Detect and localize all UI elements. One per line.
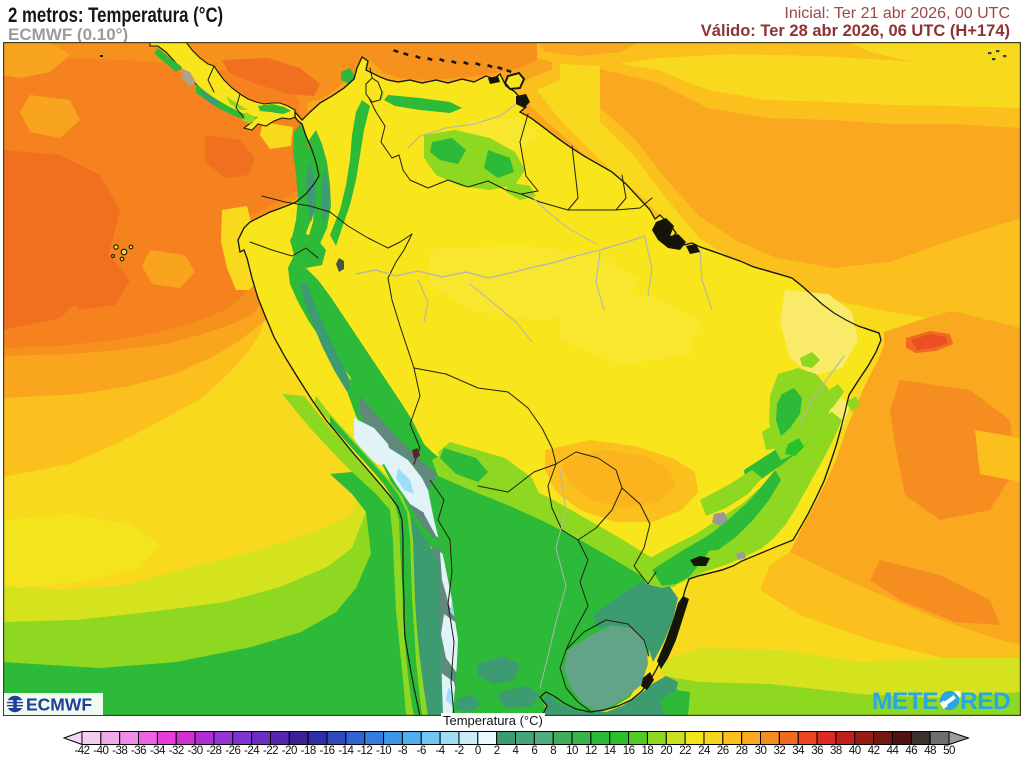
svg-text:RED: RED <box>960 688 1010 714</box>
svg-text:METE: METE <box>872 688 938 714</box>
svg-text:ECMWF: ECMWF <box>26 695 92 715</box>
